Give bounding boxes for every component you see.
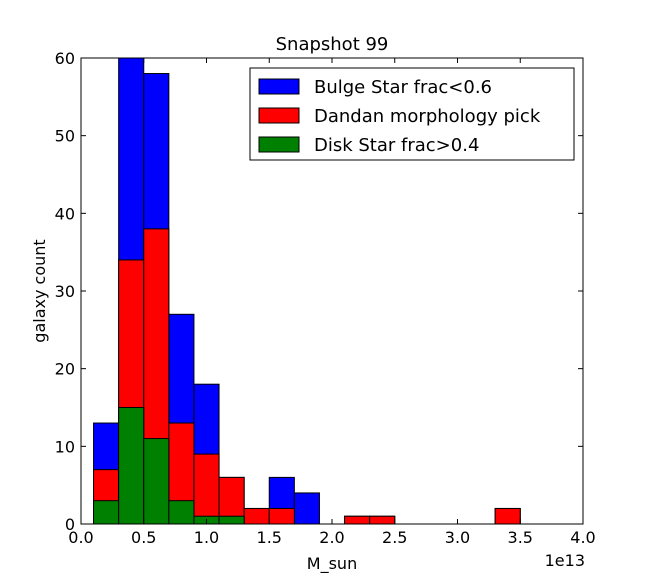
legend-swatch-0 xyxy=(258,78,300,95)
bar-series2-bin2 xyxy=(143,438,170,525)
bar-series1-bin11 xyxy=(369,515,396,525)
bar-series1-bin4 xyxy=(193,453,220,525)
x-tick-label: 0.0 xyxy=(68,528,93,547)
bar-series2-bin1 xyxy=(118,407,145,525)
legend-label-0: Bulge Star frac<0.6 xyxy=(314,77,492,98)
x-tick-label: 4.0 xyxy=(570,528,595,547)
y-tick-label: 40 xyxy=(55,204,75,223)
bar-series1-bin16 xyxy=(494,507,521,525)
legend-label-2: Disk Star frac>0.4 xyxy=(314,135,479,156)
y-tick-label: 0 xyxy=(65,515,75,534)
bar-series0-bin8 xyxy=(293,492,320,525)
x-tick-label: 2.0 xyxy=(319,528,344,547)
x-tick-label: 1.5 xyxy=(257,528,282,547)
y-tick-label: 60 xyxy=(55,49,75,68)
x-axis-label: M_sun xyxy=(307,554,357,574)
bar-series1-bin10 xyxy=(344,515,371,525)
y-tick-label: 30 xyxy=(55,282,75,301)
bar-series2-bin0 xyxy=(93,500,120,525)
x-tick-label: 1.0 xyxy=(194,528,219,547)
legend-box xyxy=(249,67,575,161)
y-axis-label: galaxy count xyxy=(30,239,49,342)
bar-series1-bin7 xyxy=(268,507,295,525)
bar-series1-bin6 xyxy=(243,507,270,525)
chart-title: Snapshot 99 xyxy=(276,34,389,55)
x-tick-label: 0.5 xyxy=(131,528,156,547)
x-tick-label: 3.0 xyxy=(445,528,470,547)
legend-label-1: Dandan morphology pick xyxy=(314,106,541,127)
bar-series2-bin5 xyxy=(218,515,245,525)
x-offset-label: 1e13 xyxy=(545,551,585,570)
x-tick-label: 3.5 xyxy=(508,528,533,547)
y-tick-label: 20 xyxy=(55,360,75,379)
bar-series2-bin3 xyxy=(168,500,195,525)
legend-swatch-1 xyxy=(258,107,300,124)
y-tick-label: 10 xyxy=(55,437,75,456)
y-tick-label: 50 xyxy=(55,127,75,146)
x-tick-label: 2.5 xyxy=(382,528,407,547)
legend-swatch-2 xyxy=(258,136,300,153)
